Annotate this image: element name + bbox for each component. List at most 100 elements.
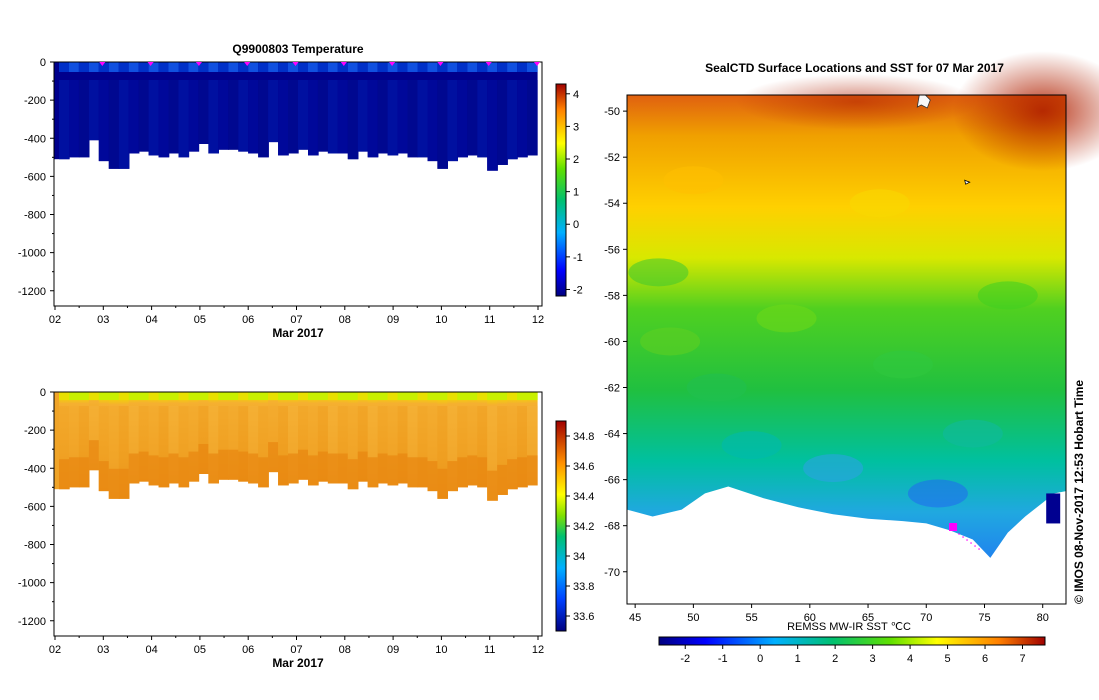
x-axis-label: Mar 2017 <box>272 326 324 340</box>
sst-cold-patch <box>1046 493 1061 524</box>
section-column-mid <box>178 406 190 488</box>
section-column-deep <box>397 453 409 484</box>
x-tick-label: 09 <box>387 314 399 326</box>
section-column-mid <box>417 406 429 488</box>
section-column-surface <box>138 392 150 400</box>
x-tick-label: 50 <box>687 612 699 624</box>
y-tick-label: -60 <box>604 336 620 348</box>
section-column-surface <box>407 392 419 400</box>
section-column-surface <box>59 62 70 72</box>
section-column-surface <box>447 392 458 400</box>
section-column-deep <box>138 80 150 152</box>
profile-marker <box>437 62 444 66</box>
section-column-deep <box>78 457 90 488</box>
section-column-deep <box>497 80 508 165</box>
y-tick-label: -62 <box>604 383 620 395</box>
section-column-surface <box>88 62 100 72</box>
section-column-surface <box>118 62 130 72</box>
section-column-mid <box>507 406 518 490</box>
section-column-deep <box>447 461 458 492</box>
section-column-surface <box>148 392 160 400</box>
colorbar-tick-label: 33.6 <box>573 611 594 623</box>
section-column-surface <box>208 392 219 400</box>
section-column-deep <box>497 464 508 495</box>
section-column-surface <box>497 392 508 400</box>
section-column-deep <box>467 80 478 156</box>
x-tick-label: 11 <box>484 644 495 656</box>
section-column-surface <box>507 62 518 72</box>
colorbar-tick-label: 0 <box>757 653 763 665</box>
section-column-deep <box>417 457 429 488</box>
section-column-deep <box>507 459 518 490</box>
section-column-surface <box>317 392 329 400</box>
y-tick-label: -400 <box>24 133 46 145</box>
section-column-mid <box>387 406 399 486</box>
section-column-surface <box>88 392 100 400</box>
section-column-surface <box>78 392 90 400</box>
x-tick-label: 05 <box>194 644 206 656</box>
section-column-mid <box>487 406 498 501</box>
y-tick-label: 0 <box>40 57 46 69</box>
section-column-surface <box>298 392 309 400</box>
section-column-deep <box>457 80 468 158</box>
x-tick-label: 11 <box>484 314 495 326</box>
section-column-surface <box>118 392 130 400</box>
section-column-deep <box>387 455 399 486</box>
section-column-deep <box>88 440 100 471</box>
x-axis-label: Mar 2017 <box>272 656 324 670</box>
section-column-deep <box>437 80 448 169</box>
sst-texture-patch <box>721 431 782 460</box>
section-column-deep <box>228 449 239 480</box>
section-column-mid <box>158 406 170 488</box>
section-column-surface <box>487 392 498 400</box>
colorbar-tick-label: 7 <box>1019 653 1025 665</box>
section-column-surface <box>308 62 319 72</box>
section-column-surface <box>517 62 528 72</box>
section-column-surface <box>337 392 349 400</box>
section-column-surface <box>178 392 190 400</box>
colorbar-tick-label: 34 <box>573 551 585 563</box>
section-column-surface <box>188 62 200 72</box>
section-column-mid <box>337 406 349 484</box>
section-column-surface <box>108 62 120 72</box>
y-tick-label: -56 <box>604 244 620 256</box>
profile-marker <box>485 62 492 66</box>
x-tick-label: 03 <box>97 644 109 656</box>
colorbar-tick-label: 34.8 <box>573 431 594 443</box>
section-column-mid <box>527 406 538 486</box>
section-column-mid <box>327 406 339 484</box>
sst-map-panel: SealCTD Surface Locations and SST for 07… <box>604 51 1099 665</box>
section-column-surface <box>218 62 229 72</box>
section-column-surface <box>78 62 90 72</box>
x-tick-label: 06 <box>242 644 254 656</box>
profile-marker <box>340 62 347 66</box>
section-column-deep <box>198 80 209 144</box>
section-column-deep <box>258 457 269 488</box>
section-column-mid <box>198 406 209 474</box>
y-tick-label: -1200 <box>18 616 46 628</box>
section-column-deep <box>377 80 389 154</box>
x-tick-label: 07 <box>290 314 302 326</box>
colorbar-tick-label: -1 <box>718 653 728 665</box>
section-column-mid <box>238 406 249 482</box>
chart-title: SealCTD Surface Locations and SST for 07… <box>705 61 1004 75</box>
seal-track-point <box>958 533 960 535</box>
section-column-surface <box>417 392 429 400</box>
section-column-deep <box>208 80 219 154</box>
section-column-surface <box>168 62 180 72</box>
section-column-surface <box>308 392 319 400</box>
section-column-deep <box>178 457 190 488</box>
x-tick-label: 60 <box>804 612 816 624</box>
section-column-deep <box>148 80 160 156</box>
section-column-mid <box>218 406 229 480</box>
section-column-surface <box>178 62 190 72</box>
section-column-deep <box>517 457 528 488</box>
section-column-surface <box>327 62 339 72</box>
sst-texture-patch <box>872 350 933 379</box>
colorbar-tick-label: 0 <box>573 219 579 231</box>
section-column-mid <box>298 406 309 480</box>
section-column-mid <box>308 406 319 486</box>
colorbar-tick-label: 3 <box>573 121 579 133</box>
y-tick-label: -600 <box>24 171 46 183</box>
